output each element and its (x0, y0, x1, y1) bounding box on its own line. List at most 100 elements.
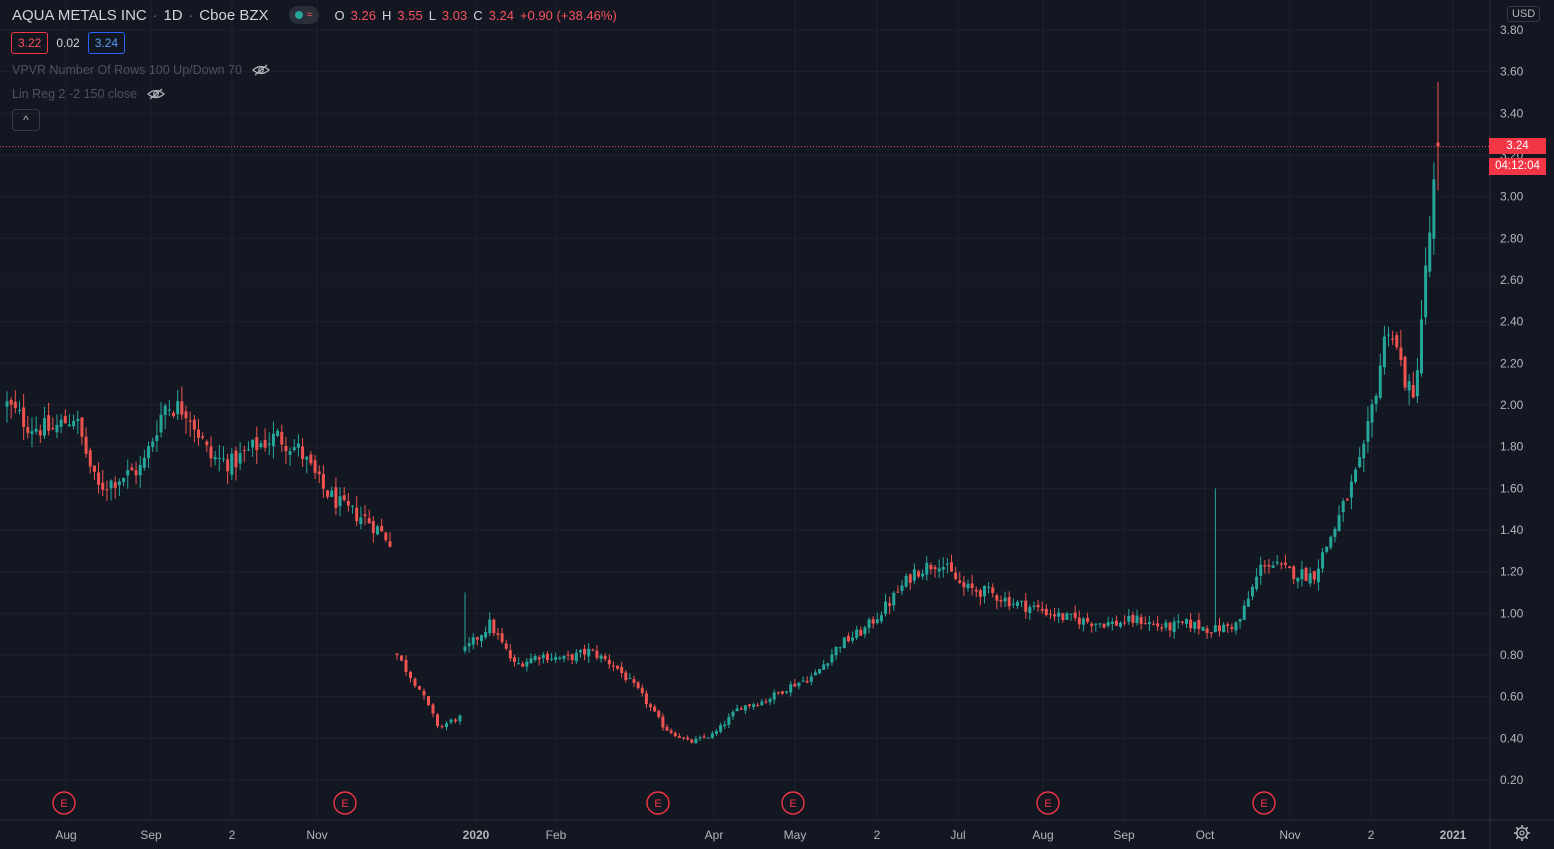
y-tick-label: 3.80 (1500, 23, 1524, 37)
candle (1193, 621, 1197, 633)
candle (371, 516, 375, 543)
y-tick-label: 0.80 (1500, 648, 1524, 662)
candle (138, 456, 142, 488)
candle (1143, 616, 1147, 625)
candle (822, 659, 826, 670)
candle (276, 428, 280, 438)
candle (533, 653, 537, 663)
y-tick-label: 2.40 (1500, 315, 1524, 329)
earnings-marker-icon[interactable]: E (1252, 791, 1276, 815)
candle (1152, 620, 1156, 626)
candle (159, 402, 163, 438)
candle (950, 554, 953, 572)
candle (1044, 604, 1048, 617)
candle (259, 440, 263, 449)
candle (1259, 556, 1263, 586)
candle (409, 670, 412, 683)
market-status-toggle[interactable]: ≈ (288, 6, 319, 24)
interval-label[interactable]: 1D (163, 6, 183, 24)
x-tick-label: Aug (55, 828, 76, 842)
candle (653, 704, 657, 713)
candle (1189, 612, 1193, 633)
sell-price-button[interactable]: 3.22 (11, 32, 49, 54)
candle (599, 653, 603, 663)
market-open-icon (294, 11, 303, 19)
y-tick-label: 3.60 (1500, 65, 1524, 79)
candles (5, 82, 1440, 744)
candle (1057, 607, 1061, 623)
candle (583, 644, 587, 661)
candle (1238, 618, 1242, 629)
collapse-indicators-button[interactable]: ^ (12, 109, 40, 131)
svg-text:E: E (789, 798, 796, 810)
candle (978, 588, 982, 606)
candle (1275, 555, 1279, 566)
candle (1106, 616, 1110, 628)
candle (395, 653, 399, 660)
candle (846, 632, 850, 643)
currency-label[interactable]: USD (1507, 6, 1541, 22)
indicator-label: Lin Reg 2 -2 150 close (12, 87, 138, 101)
candle (1226, 622, 1230, 633)
x-tick-label: Nov (306, 828, 327, 842)
candle (908, 573, 912, 590)
candle (1436, 82, 1440, 191)
candle (117, 478, 121, 496)
candle (1048, 609, 1052, 620)
candle (355, 496, 359, 526)
candle (192, 415, 196, 443)
low-value: 3.03 (441, 7, 468, 23)
candle (467, 637, 471, 653)
candle (805, 676, 809, 684)
earnings-marker-icon[interactable]: E (333, 791, 357, 815)
high-label: H (381, 7, 392, 23)
candle (475, 636, 479, 646)
candle (591, 648, 595, 652)
candle (51, 417, 55, 431)
indicator-linreg[interactable]: Lin Reg 2 -2 150 close (12, 87, 166, 101)
earnings-marker-icon[interactable]: E (52, 791, 76, 815)
candle (644, 690, 648, 709)
candle (1296, 577, 1300, 589)
candle (1086, 612, 1090, 624)
candle (1147, 615, 1151, 631)
y-tick-label: 2.60 (1500, 273, 1524, 287)
symbol-name[interactable]: AQUA METALS INC (12, 6, 147, 24)
candle (941, 557, 945, 578)
x-tick-label: Nov (1279, 828, 1300, 842)
candle (1081, 617, 1085, 632)
candle (739, 706, 743, 711)
candle (92, 465, 96, 481)
gear-icon[interactable] (1513, 824, 1531, 842)
candle (1387, 326, 1391, 347)
earnings-marker-icon[interactable]: E (646, 791, 670, 815)
candle (1255, 568, 1259, 592)
indicator-vpvr[interactable]: VPVR Number Of Rows 100 Up/Down 70 (12, 63, 270, 77)
candle (562, 654, 566, 663)
candle (694, 735, 698, 744)
y-tick-label: 2.80 (1500, 231, 1524, 245)
candle (855, 625, 859, 640)
candle (1119, 621, 1123, 629)
eye-off-icon[interactable] (252, 64, 270, 76)
candle (163, 403, 167, 430)
candle (900, 580, 904, 595)
candle (1432, 162, 1436, 255)
candle (338, 487, 342, 517)
candle (545, 650, 549, 664)
candle (445, 721, 448, 731)
eye-off-icon[interactable] (147, 88, 166, 100)
buy-price-button[interactable]: 3.24 (87, 32, 126, 54)
svg-text:E: E (1044, 798, 1051, 810)
candle (620, 661, 624, 678)
candle (436, 713, 439, 729)
candle (184, 405, 188, 434)
candle (209, 436, 213, 467)
earnings-marker-icon[interactable]: E (781, 791, 805, 815)
y-tick-label: 1.40 (1500, 523, 1524, 537)
candle (537, 655, 541, 666)
earnings-marker-icon[interactable]: E (1036, 791, 1060, 815)
wave-icon: ≈ (306, 9, 313, 21)
